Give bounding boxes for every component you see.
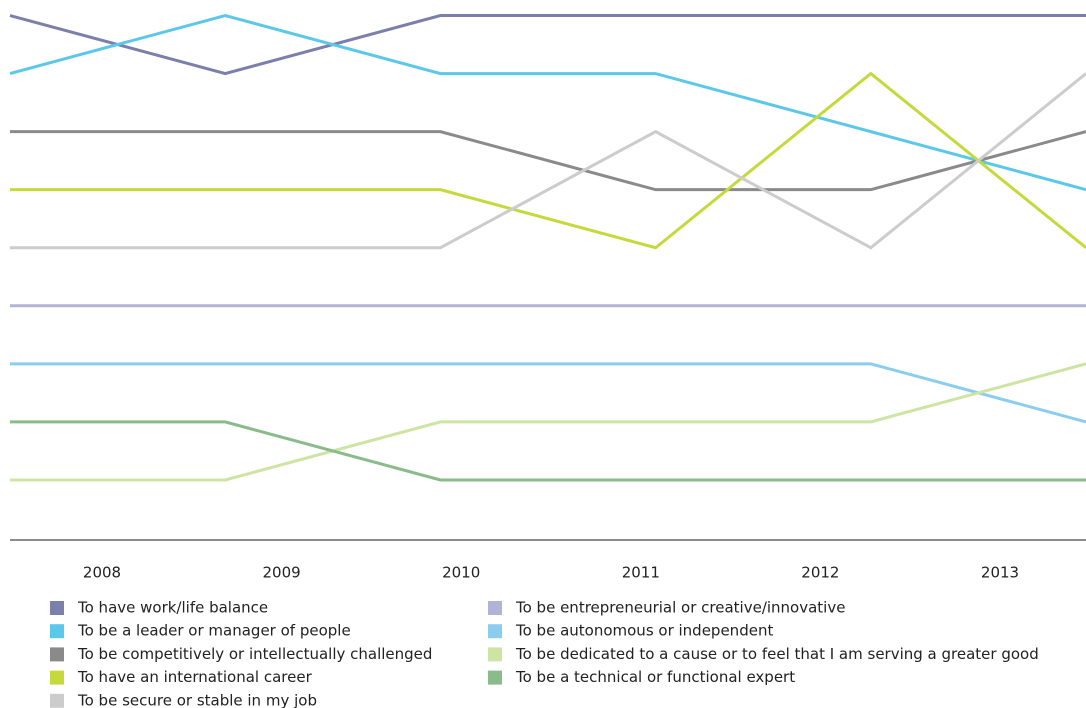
legend-label: To have work/life balance (77, 599, 268, 617)
series-line (10, 362, 1086, 424)
legend-label: To be autonomous or independent (515, 622, 773, 640)
series-line (9, 13, 1086, 192)
legend-label: To have an international career (77, 668, 313, 686)
series-line (10, 362, 1086, 482)
x-tick-label: 2012 (801, 564, 839, 582)
series-line (9, 14, 1086, 76)
legend-swatch (50, 647, 64, 662)
x-tick-label: 2011 (622, 564, 660, 582)
legend-label: To be competitively or intellectually ch… (77, 645, 432, 663)
x-tick-label: 2009 (263, 564, 301, 582)
x-tick-label: 2008 (83, 564, 121, 582)
legend-swatch (488, 624, 502, 639)
legend-label: To be dedicated to a cause or to feel th… (515, 645, 1039, 663)
series-line (10, 71, 1086, 250)
legend-swatch (488, 670, 502, 685)
legend-swatch (50, 693, 64, 708)
series-line (10, 72, 1086, 250)
legend-swatch (50, 670, 64, 685)
legend-label: To be entrepreneurial or creative/innova… (515, 599, 845, 617)
x-tick-label: 2013 (981, 564, 1019, 582)
legend-swatch (488, 647, 502, 662)
legend-label: To be a technical or functional expert (515, 668, 795, 686)
legend-swatch (50, 624, 64, 639)
legend-swatch (50, 601, 64, 615)
legend-swatch (488, 601, 502, 615)
legend-label: To be a leader or manager of people (77, 622, 351, 640)
series-line (10, 420, 1086, 482)
x-tick-label: 2010 (442, 564, 480, 582)
series-line (10, 130, 1086, 192)
legend-label: To be secure or stable in my job (77, 691, 317, 708)
